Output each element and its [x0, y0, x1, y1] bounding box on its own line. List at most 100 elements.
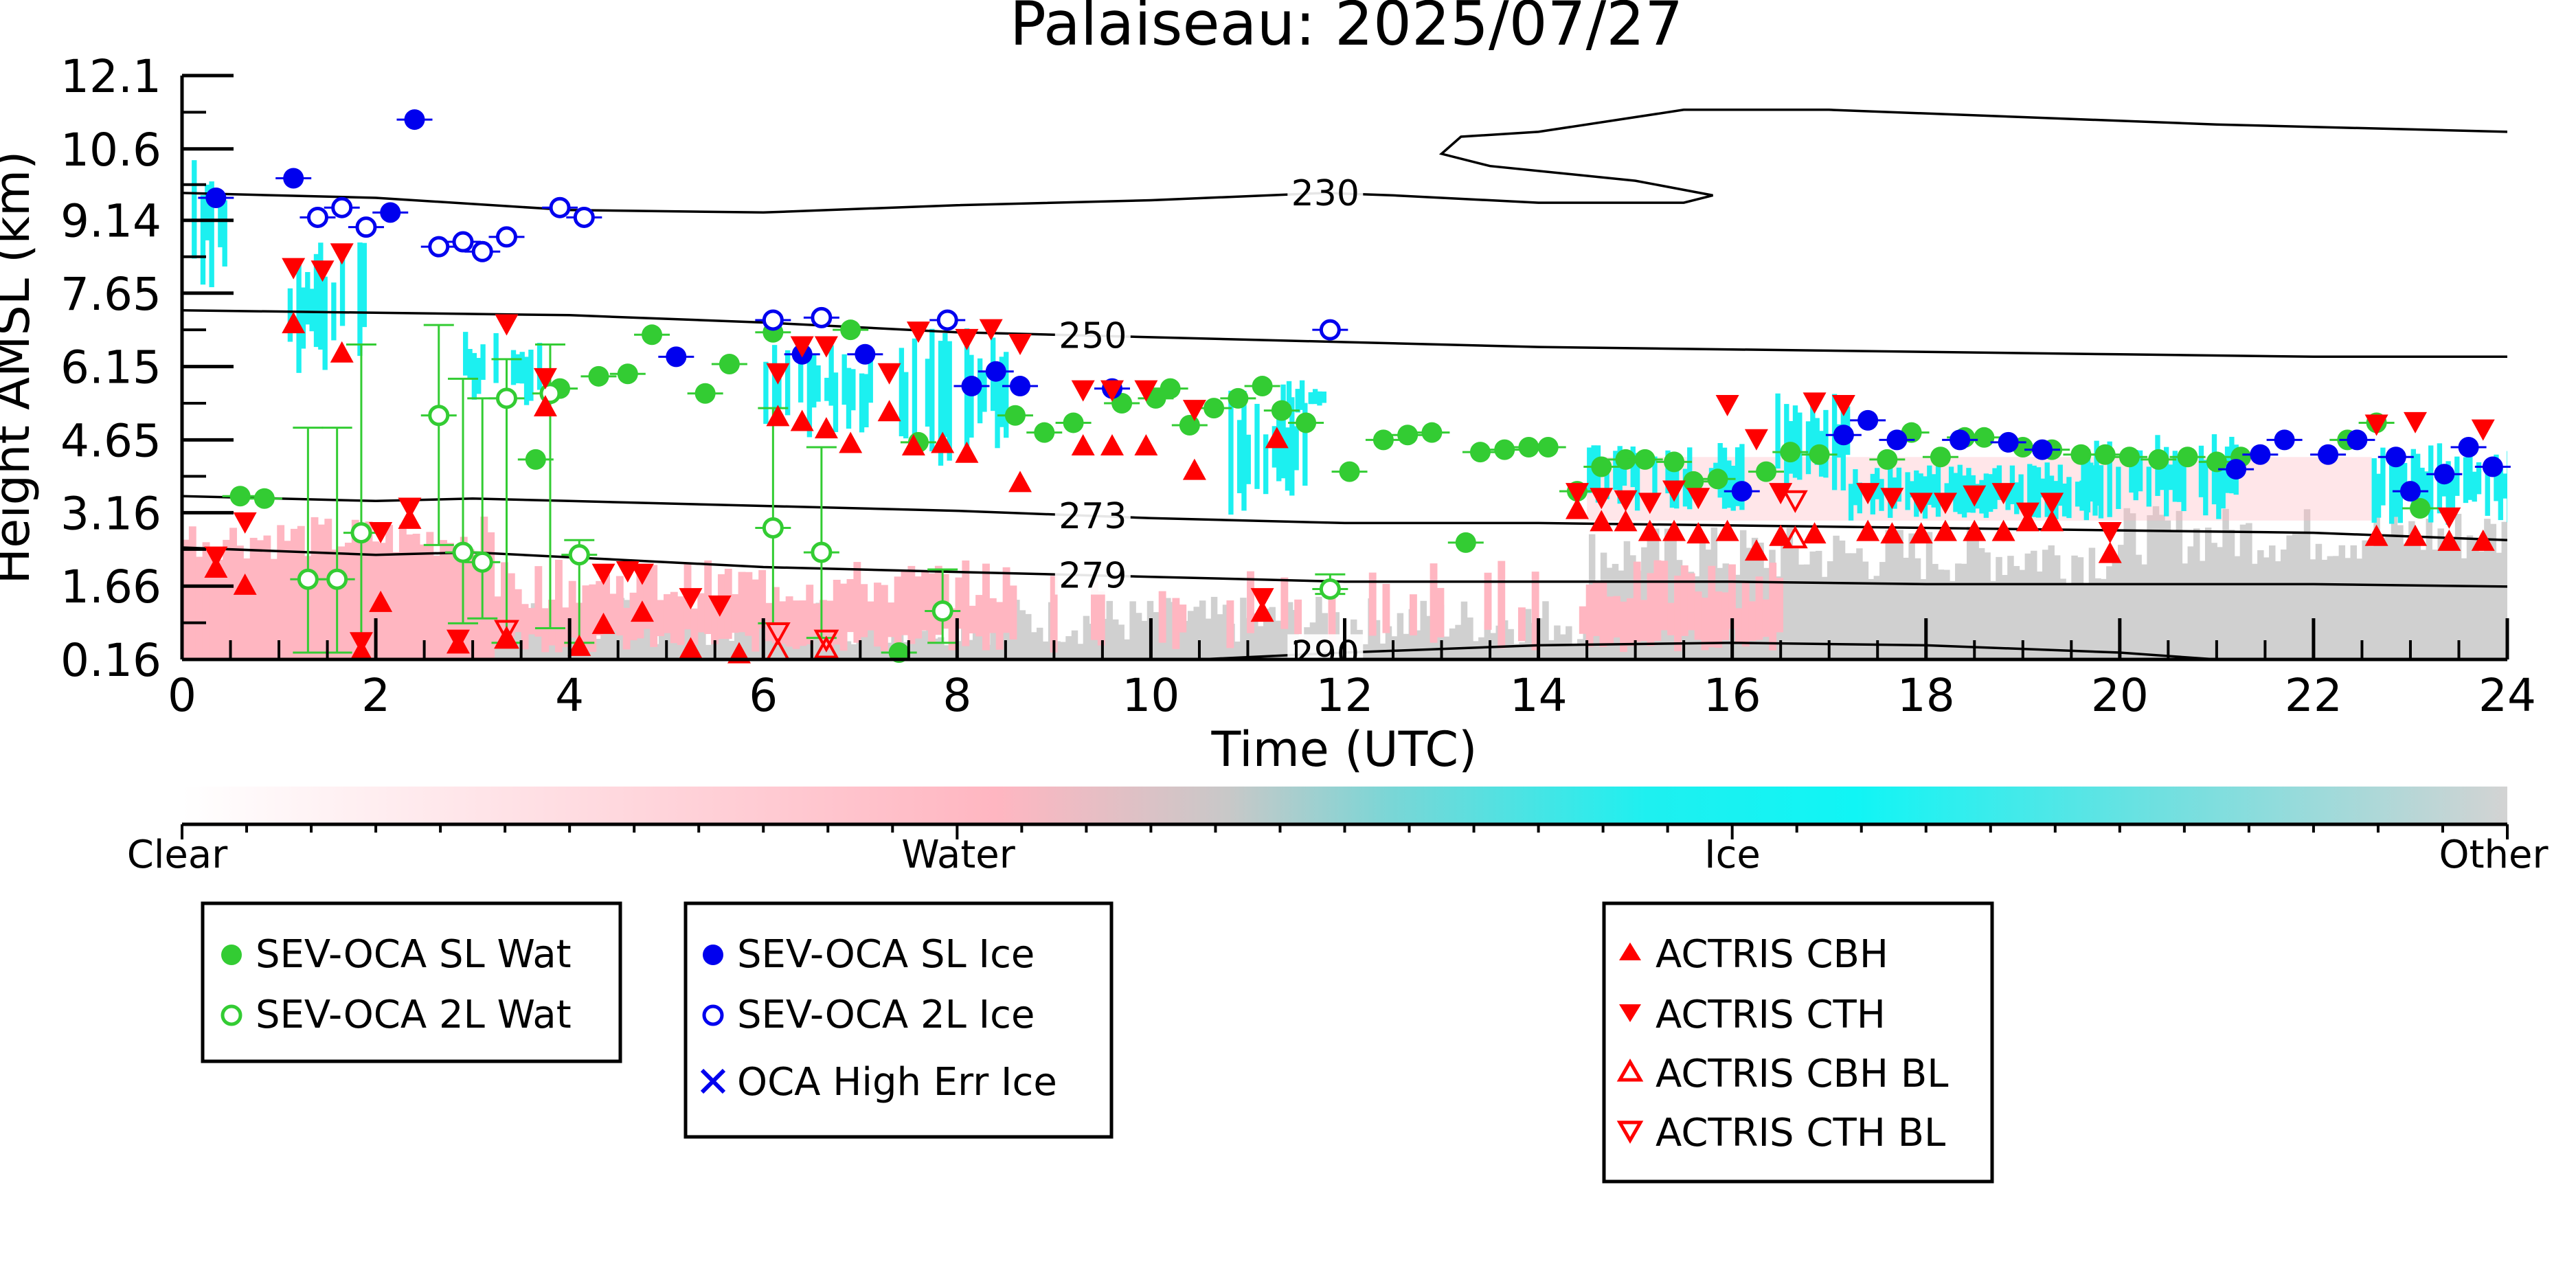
other-curtain — [2257, 550, 2264, 659]
x-tick-label: 24 — [2478, 669, 2536, 722]
water-curtain — [1728, 564, 1736, 629]
ice-curtain — [1775, 393, 1781, 469]
other-curtain — [2379, 537, 2386, 659]
other-curtain — [1798, 564, 1805, 659]
ice-curtain — [2375, 473, 2382, 518]
ice-curtain — [2397, 449, 2403, 523]
colorbar-label-water: Water — [901, 833, 1016, 877]
other-curtain — [1833, 535, 1840, 659]
data-point — [979, 319, 1003, 341]
cloud-markers — [198, 109, 2511, 664]
other-curtain — [2449, 537, 2456, 659]
water-curtain — [223, 539, 231, 659]
data-point — [1100, 434, 1124, 456]
ice-curtain — [2116, 466, 2121, 509]
water-curtain — [1328, 580, 1336, 646]
other-curtain — [705, 644, 712, 659]
other-curtain — [1164, 598, 1171, 659]
data-point — [1803, 392, 1827, 414]
water-curtain — [1002, 567, 1010, 633]
other-curtain — [2094, 578, 2101, 659]
ice-curtain — [798, 353, 804, 403]
ice-curtain — [763, 361, 769, 425]
ice-curtain — [1245, 434, 1251, 484]
ice-curtain — [471, 352, 477, 400]
water-curtain — [568, 580, 576, 638]
data-point — [369, 590, 393, 612]
legend-marker-cth-bl — [1616, 1120, 1644, 1144]
other-curtain — [967, 640, 973, 659]
other-curtain — [2140, 564, 2148, 659]
other-curtain — [2036, 571, 2043, 659]
water-curtain — [1613, 596, 1621, 637]
ice-curtain — [929, 328, 935, 452]
water-curtain — [690, 608, 699, 645]
ice-curtain — [1961, 475, 1967, 518]
other-curtain — [2001, 574, 2009, 659]
contour-label-250: 250 — [1059, 316, 1127, 357]
water-curtain — [453, 555, 461, 659]
ice-curtain — [1935, 465, 1941, 517]
water-curtain — [188, 526, 196, 659]
other-curtain — [2182, 563, 2189, 659]
data-point — [2404, 524, 2428, 546]
other-curtain — [2472, 540, 2479, 659]
water-curtain — [1382, 584, 1390, 633]
other-curtain — [501, 641, 508, 659]
water-curtain — [1158, 591, 1166, 643]
water-curtain — [907, 565, 916, 644]
colorbar-gradient — [182, 787, 2507, 824]
ice-curtain — [2044, 462, 2050, 517]
data-point — [955, 441, 979, 463]
other-curtain — [1571, 644, 1578, 659]
other-curtain — [2088, 547, 2096, 659]
ice-curtain — [1983, 473, 1989, 518]
ice-curtain — [863, 374, 869, 428]
data-point — [679, 588, 703, 610]
ice-curtain — [942, 333, 948, 438]
other-curtain — [1937, 569, 1945, 659]
data-point — [2434, 464, 2455, 485]
water-curtain — [962, 560, 970, 646]
data-point — [331, 196, 353, 218]
other-curtain — [1002, 609, 1008, 659]
water-curtain — [1626, 598, 1634, 646]
data-point — [1991, 519, 2015, 541]
legend-marker-2l-ice — [702, 1004, 724, 1026]
other-curtain — [2489, 523, 2497, 659]
legend-label-cth: ACTRIS CTH — [1656, 993, 1886, 1037]
ice-curtain — [510, 350, 517, 385]
other-curtain — [2431, 550, 2439, 659]
water-curtain — [466, 549, 475, 659]
data-point — [679, 637, 703, 659]
data-point — [282, 312, 306, 334]
data-point — [813, 635, 839, 659]
other-curtain — [2251, 563, 2259, 659]
water-curtain — [290, 528, 298, 659]
water-curtain — [1735, 608, 1743, 643]
ice-curtain — [2467, 452, 2473, 500]
other-curtain — [2367, 546, 2375, 659]
water-curtain — [1592, 582, 1601, 636]
data-point — [1803, 522, 1827, 544]
ice-curtain — [776, 378, 782, 408]
ice-curtain — [1630, 447, 1636, 488]
data-point — [1100, 380, 1124, 402]
ice-curtain — [2450, 475, 2456, 519]
other-curtain — [1112, 619, 1119, 659]
data-point — [591, 612, 615, 634]
water-curtain — [1721, 592, 1730, 640]
other-curtain — [641, 613, 648, 659]
water-curtain — [887, 602, 895, 637]
water-curtain — [263, 535, 271, 659]
x-tick-label: 16 — [1704, 669, 1761, 722]
ice-curtain — [1957, 464, 1963, 515]
water-curtain — [351, 519, 359, 659]
ice-curtain — [903, 372, 909, 439]
other-curtain — [2496, 552, 2502, 659]
data-point — [1744, 539, 1768, 561]
data-point — [1008, 471, 1032, 493]
data-point — [2094, 444, 2116, 465]
data-point — [1469, 442, 1491, 463]
data-point — [1372, 429, 1394, 451]
